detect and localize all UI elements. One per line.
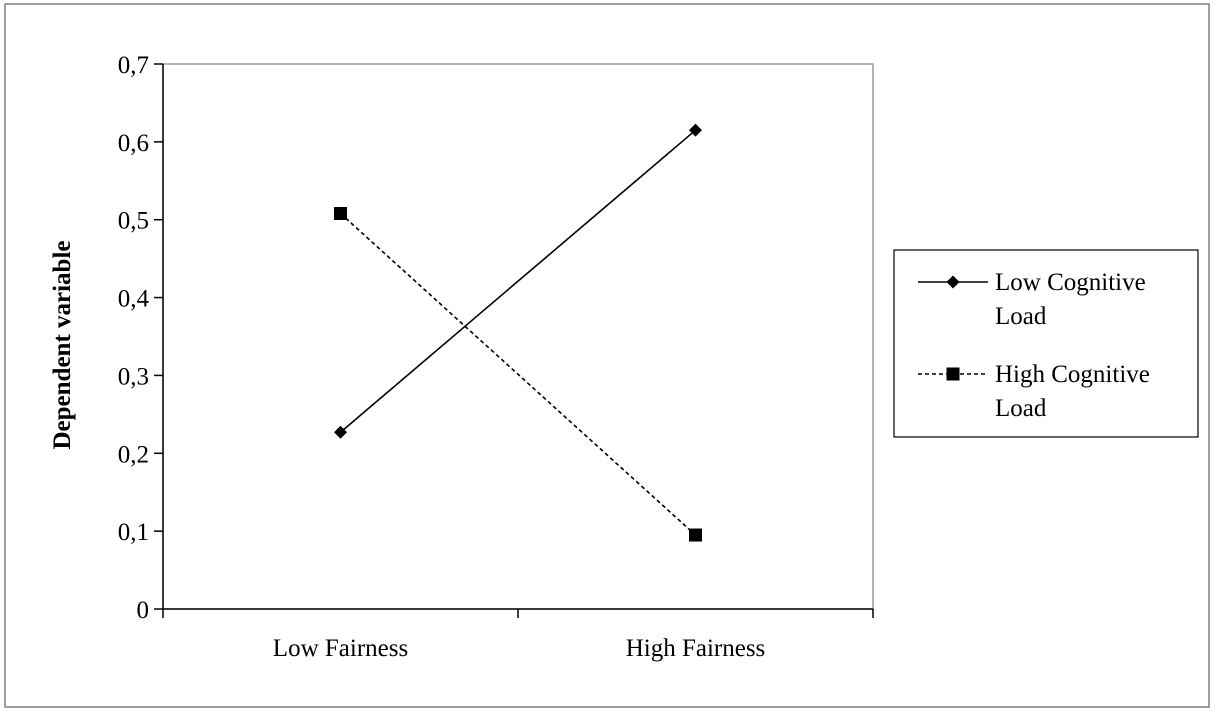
legend: Low Cognitive Load High Cognitive Load bbox=[893, 249, 1199, 438]
y-tick-label: 0,6 bbox=[118, 130, 149, 157]
y-tick-label: 0 bbox=[137, 597, 150, 624]
series-1 bbox=[334, 123, 702, 439]
data-point-marker bbox=[689, 123, 702, 137]
legend-marker bbox=[946, 275, 960, 289]
legend-item: High Cognitive Load bbox=[918, 361, 1150, 422]
series-layer bbox=[334, 123, 702, 542]
y-axis-title: Dependent variable bbox=[49, 240, 76, 449]
x-axis: Low Fairness High Fairness bbox=[162, 608, 874, 662]
y-tick-label: 0,5 bbox=[118, 208, 149, 235]
legend-label: Low Cognitive bbox=[995, 269, 1146, 296]
x-tick-label: Low Fairness bbox=[273, 635, 408, 662]
y-axis: 0 0,1 0,2 0,3 0,4 0,5 0,6 0,7 bbox=[118, 52, 164, 624]
legend-item: Low Cognitive Load bbox=[918, 269, 1146, 330]
y-tick-label: 0,7 bbox=[118, 52, 149, 79]
y-tick-label: 0,4 bbox=[118, 286, 150, 313]
data-point-marker bbox=[334, 425, 347, 439]
legend-marker bbox=[946, 367, 960, 381]
plot-area bbox=[162, 63, 874, 610]
series-2 bbox=[334, 206, 702, 542]
y-tick-label: 0,1 bbox=[118, 519, 149, 546]
legend-label: Load bbox=[995, 303, 1047, 330]
data-point-marker bbox=[334, 206, 347, 220]
y-tick-label: 0,3 bbox=[118, 363, 149, 390]
y-tick-label: 0,2 bbox=[118, 441, 149, 468]
x-tick-label: High Fairness bbox=[626, 635, 766, 662]
series-line bbox=[339, 212, 697, 536]
legend-label: High Cognitive bbox=[995, 361, 1150, 388]
legend-label: Load bbox=[995, 395, 1047, 422]
series-line bbox=[339, 129, 697, 433]
data-point-marker bbox=[689, 528, 702, 542]
legend-box bbox=[893, 249, 1199, 438]
